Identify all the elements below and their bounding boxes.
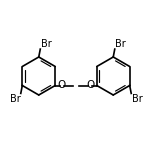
Text: Br: Br [115, 39, 126, 49]
Text: O: O [86, 81, 94, 90]
Text: Br: Br [10, 94, 21, 104]
Text: O: O [58, 81, 66, 90]
Text: Br: Br [41, 39, 51, 49]
Text: Br: Br [131, 94, 142, 104]
